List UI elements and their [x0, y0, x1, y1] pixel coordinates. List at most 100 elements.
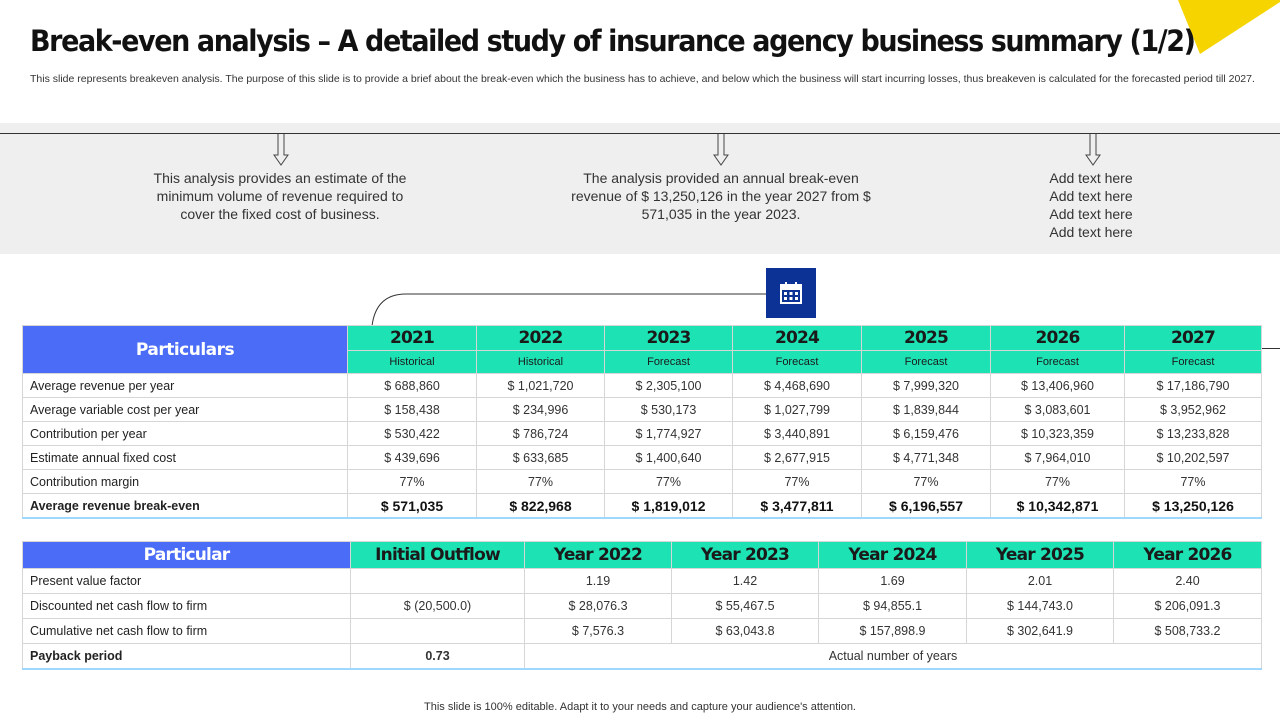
table-cell: $ 633,685 [476, 445, 605, 470]
table-cell: $ 1,027,799 [732, 397, 862, 422]
year-header: 2021 [347, 325, 477, 351]
payback-note: Actual number of years [524, 643, 1262, 670]
callout-line: Add text here [1049, 188, 1133, 204]
table-cell: $ 234,996 [476, 397, 605, 422]
table-cell: 1.42 [671, 568, 819, 594]
table-cell: 1.69 [818, 568, 967, 594]
row-label: Payback period [22, 643, 351, 670]
callout-line: Add text here [1049, 206, 1133, 222]
particulars-header: Particulars [22, 325, 348, 374]
table-cell: $ 157,898.9 [818, 618, 967, 644]
year-header: 2024 [732, 325, 862, 351]
row-label: Contribution per year [22, 421, 348, 446]
table-cell: $ 1,839,844 [861, 397, 991, 422]
row-label: Contribution margin [22, 469, 348, 494]
table-cell: $ 3,477,811 [732, 493, 862, 519]
table-cell [350, 568, 525, 594]
table-row: Present value factor 1.19 1.42 1.69 2.01… [22, 568, 1262, 594]
table-cell: $ 786,724 [476, 421, 605, 446]
table-cell: $ 63,043.8 [671, 618, 819, 644]
table-cell: $ 7,576.3 [524, 618, 672, 644]
down-arrow-icon [713, 134, 729, 166]
column-header: Initial Outflow [350, 541, 525, 569]
table-cell: $ 7,964,010 [990, 445, 1125, 470]
table-cell: $ 94,855.1 [818, 593, 967, 619]
callout-text-3: Add text here Add text here Add text her… [1020, 169, 1162, 241]
year-header: 2025 [861, 325, 991, 351]
table-cell: $ 571,035 [347, 493, 477, 519]
row-label: Discounted net cash flow to firm [22, 593, 351, 619]
period-type-label: Forecast [604, 350, 733, 374]
table-cell: $ 2,305,100 [604, 373, 733, 398]
callout-line: Add text here [1049, 170, 1133, 186]
period-type-label: Forecast [1124, 350, 1262, 374]
table-cell: 77% [732, 469, 862, 494]
table-cell: $ 158,438 [347, 397, 477, 422]
row-label: Estimate annual fixed cost [22, 445, 348, 470]
table-cell: $ 530,422 [347, 421, 477, 446]
table-cell: $ 439,696 [347, 445, 477, 470]
table-row: Contribution per year $ 530,422 $ 786,72… [22, 421, 1262, 446]
table-cell: $ 822,968 [476, 493, 605, 519]
period-type-label: Historical [347, 350, 477, 374]
table-cell: 77% [1124, 469, 1262, 494]
table-row: Average variable cost per year $ 158,438… [22, 397, 1262, 422]
table-cell: $ 10,323,359 [990, 421, 1125, 446]
year-header: 2023 [604, 325, 733, 351]
callout-text-1: This analysis provides an estimate of th… [153, 170, 407, 222]
table-cell: $ 1,774,927 [604, 421, 733, 446]
table-cell: $ 17,186,790 [1124, 373, 1262, 398]
connector-tick [1260, 348, 1280, 349]
table-cell: $ 688,860 [347, 373, 477, 398]
table-cell: $ 1,819,012 [604, 493, 733, 519]
table-cell: 77% [604, 469, 733, 494]
table-cell [350, 618, 525, 644]
footer-note: This slide is 100% editable. Adapt it to… [424, 701, 856, 713]
calendar-icon [780, 282, 802, 304]
table-row: Contribution margin 77% 77% 77% 77% 77% … [22, 469, 1262, 494]
year-header: 2027 [1124, 325, 1262, 351]
year-header: 2026 [990, 325, 1125, 351]
table-cell: 2.40 [1113, 568, 1262, 594]
down-arrow-icon [273, 134, 289, 166]
table-cell: $ 13,250,126 [1124, 493, 1262, 519]
table-cell: $ 55,467.5 [671, 593, 819, 619]
table-cell: $ 28,076.3 [524, 593, 672, 619]
corner-accent-triangle [1160, 0, 1280, 60]
callout-line: Add text here [1049, 224, 1133, 240]
table-cell: $ 1,400,640 [604, 445, 733, 470]
table-cell: $ 206,091.3 [1113, 593, 1262, 619]
table-cell: 1.19 [524, 568, 672, 594]
table-row: Average revenue per year $ 688,860 $ 1,0… [22, 373, 1262, 398]
column-header: Year 2023 [671, 541, 819, 569]
table-cell: $ 302,641.9 [966, 618, 1114, 644]
table-cell: 2.01 [966, 568, 1114, 594]
table-cell: $ 3,952,962 [1124, 397, 1262, 422]
table-cell: $ 2,677,915 [732, 445, 862, 470]
payback-row: Payback period 0.73 Actual number of yea… [22, 643, 1262, 670]
callout-divider-line [0, 133, 1280, 134]
connector-arc [371, 293, 766, 327]
column-header: Year 2022 [524, 541, 672, 569]
period-type-label: Forecast [990, 350, 1125, 374]
row-label: Present value factor [22, 568, 351, 594]
table-cell: $ 1,021,720 [476, 373, 605, 398]
column-header: Year 2024 [818, 541, 967, 569]
table-cell: $ 7,999,320 [861, 373, 991, 398]
table-cell: $ 6,159,476 [861, 421, 991, 446]
table-cell: $ 13,233,828 [1124, 421, 1262, 446]
table-cell: $ 4,468,690 [732, 373, 862, 398]
table-row: Estimate annual fixed cost $ 439,696 $ 6… [22, 445, 1262, 470]
table-cell: $ 3,083,601 [990, 397, 1125, 422]
row-label: Cumulative net cash flow to firm [22, 618, 351, 644]
table-cell: $ 144,743.0 [966, 593, 1114, 619]
breakeven-total-row: Average revenue break-even $ 571,035 $ 8… [22, 493, 1262, 519]
breakeven-table: Particulars 2021 2022 2023 2024 2025 202… [22, 325, 1262, 519]
page-subtitle: This slide represents breakeven analysis… [30, 73, 1255, 85]
row-label: Average variable cost per year [22, 397, 348, 422]
down-arrow-icon [1085, 134, 1101, 166]
particular-header: Particular [22, 541, 351, 569]
period-type-label: Forecast [732, 350, 862, 374]
callout-band [0, 123, 1280, 254]
page-title: Break-even analysis – A detailed study o… [30, 24, 1196, 58]
